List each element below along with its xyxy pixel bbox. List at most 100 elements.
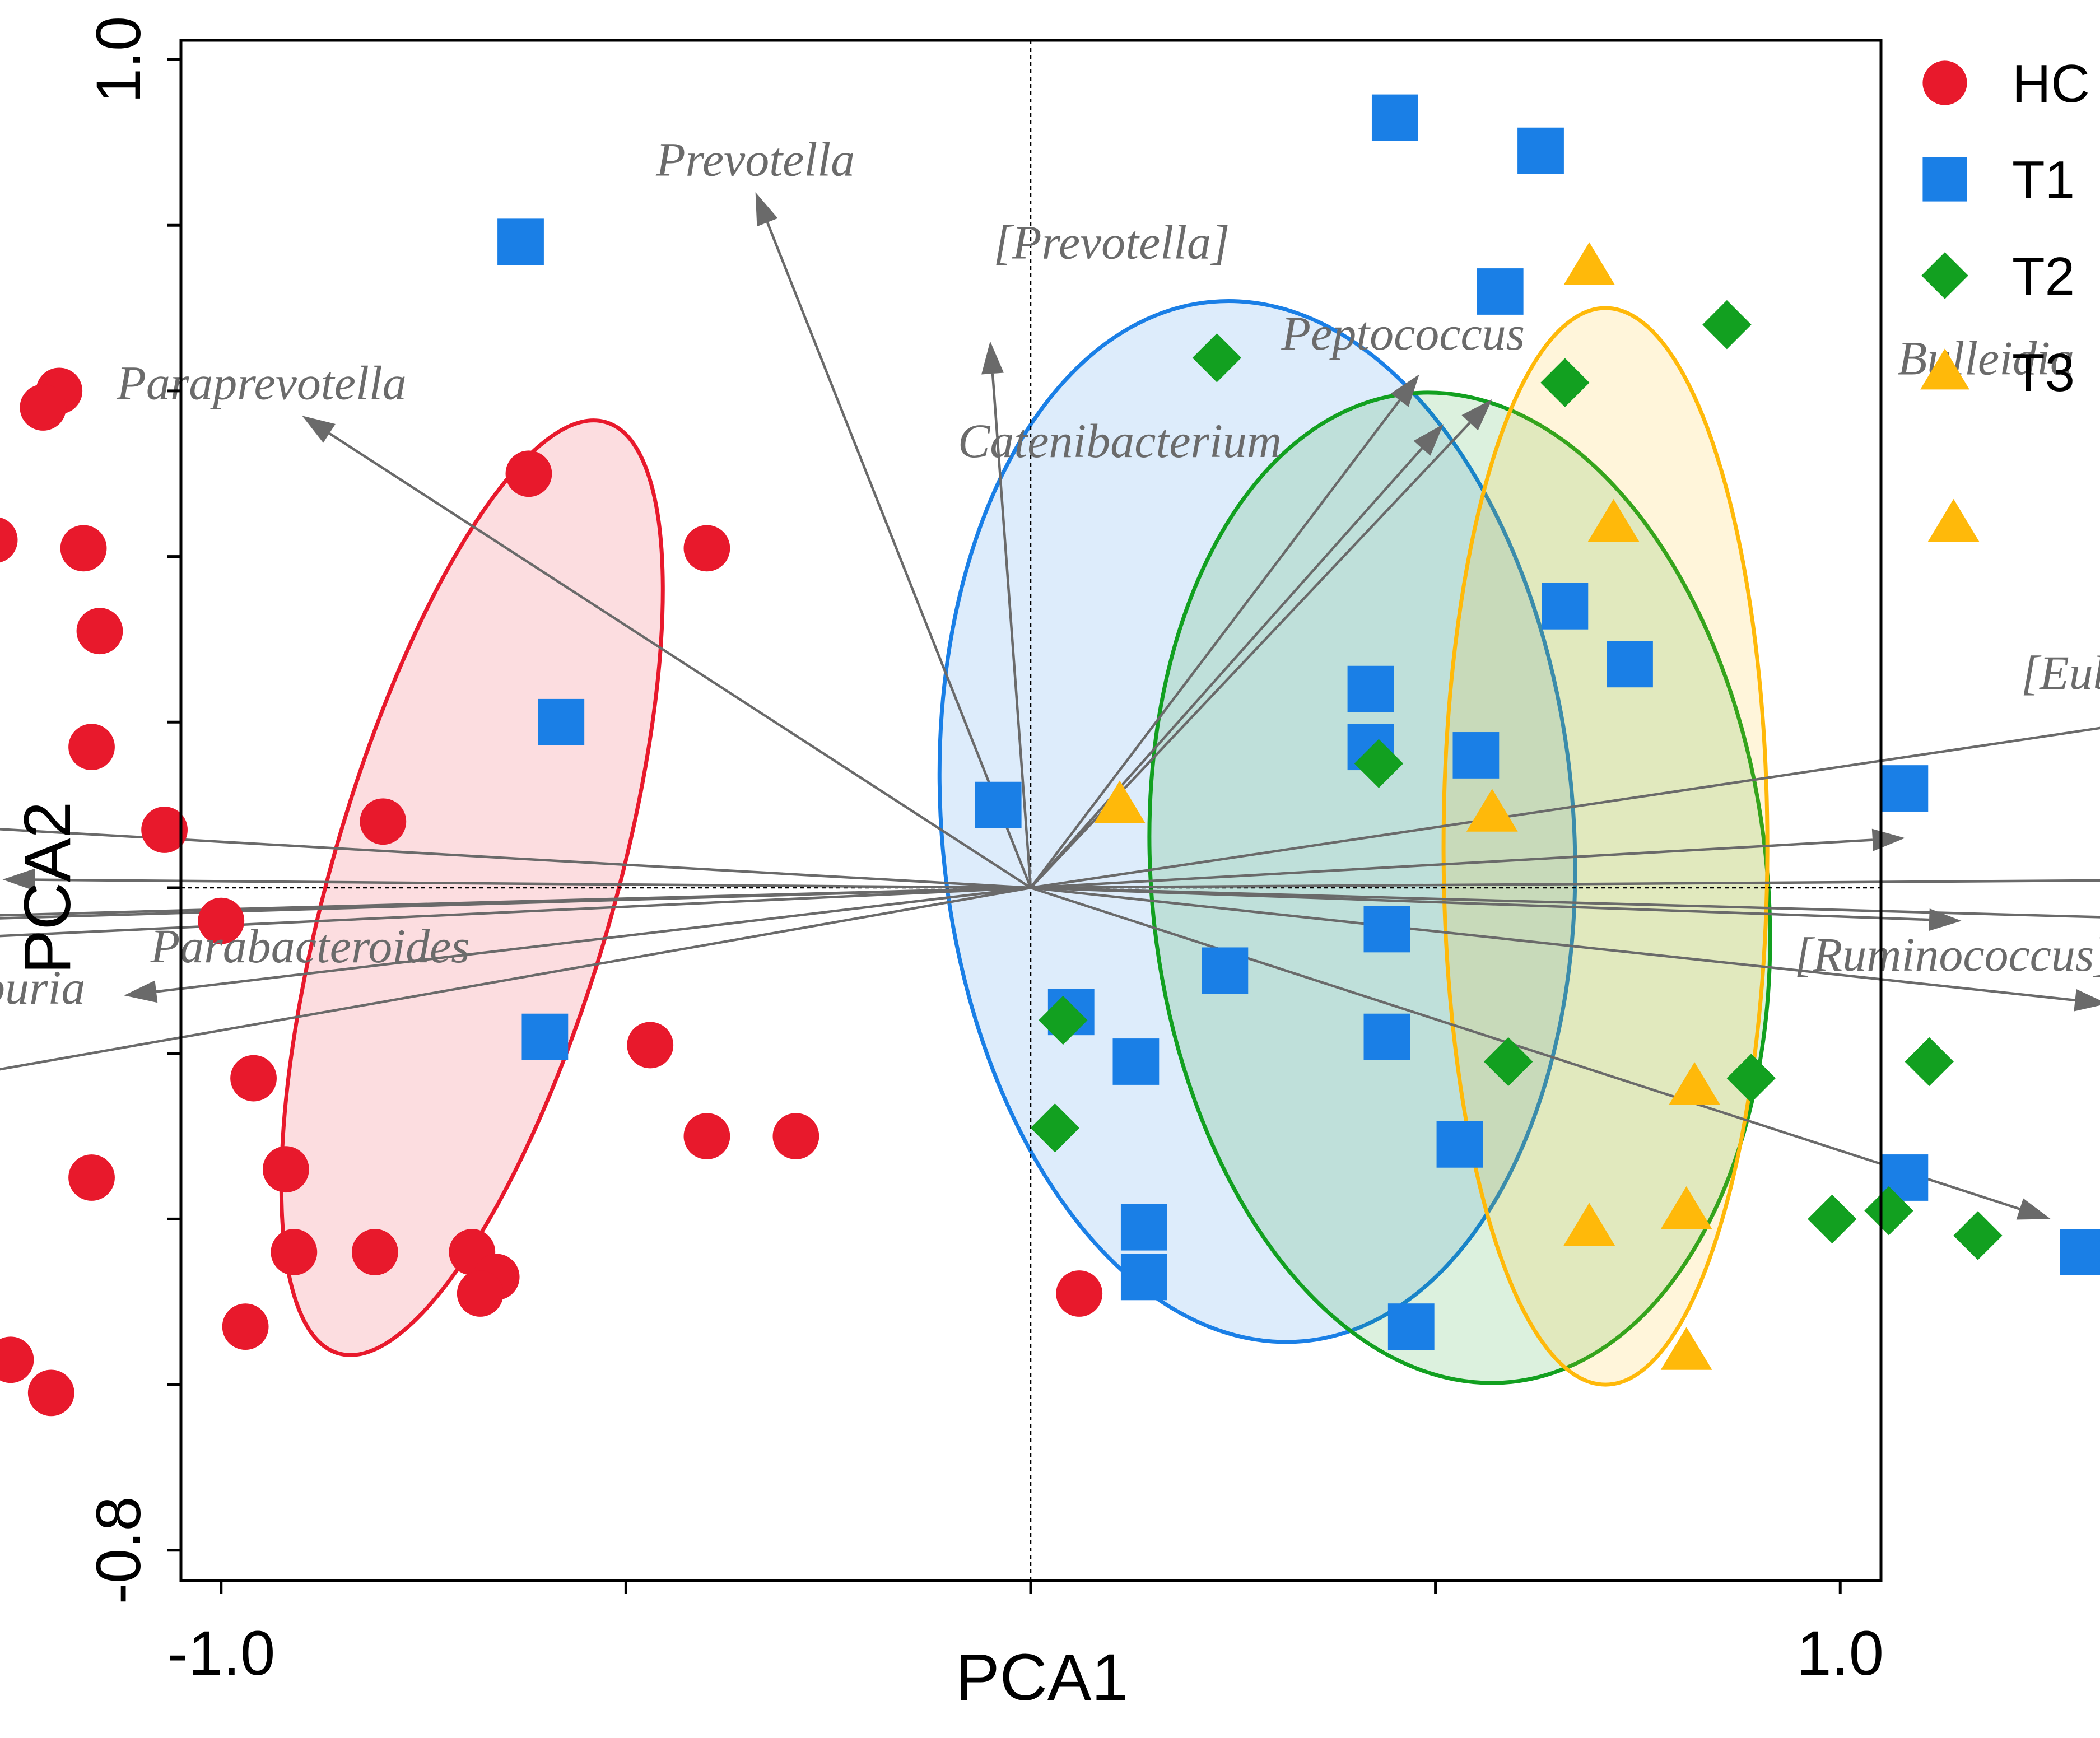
arrow-head-butyricimonas bbox=[2, 868, 35, 891]
y-axis-title: PCA2 bbox=[11, 802, 85, 974]
arrow-head-roseburia bbox=[124, 980, 158, 1003]
point-t2-6 bbox=[1483, 1037, 1533, 1087]
point-t2-12 bbox=[1953, 1211, 2003, 1260]
point-t1-7 bbox=[1347, 665, 1394, 712]
point-hc-14 bbox=[627, 1022, 674, 1069]
point-hc-13 bbox=[198, 897, 245, 944]
loading-arrow-bacteroides bbox=[0, 886, 1031, 1071]
ellipse-t3 bbox=[1441, 306, 1770, 1387]
point-t2-4 bbox=[1354, 739, 1404, 788]
loading-arrow-peptococcus bbox=[1030, 399, 1401, 889]
point-t1-24 bbox=[521, 1013, 569, 1060]
point-t1-14 bbox=[1202, 947, 1249, 994]
point-t1-22 bbox=[1387, 1303, 1435, 1350]
point-hc-3 bbox=[0, 517, 18, 563]
point-t3-9 bbox=[1660, 1327, 1712, 1370]
point-t2-3 bbox=[1702, 300, 1752, 350]
point-hc-2 bbox=[20, 384, 67, 431]
loading-arrow-blautia bbox=[1030, 886, 2020, 1210]
arrow-head-peptococcus bbox=[1390, 374, 1419, 407]
point-t2-5 bbox=[1039, 995, 1088, 1045]
point-t3-7 bbox=[1563, 1203, 1615, 1246]
point-hc-28 bbox=[1056, 1270, 1103, 1317]
point-t1-1 bbox=[1371, 94, 1418, 141]
point-t1-11 bbox=[975, 781, 1022, 828]
x-axis-title: PCA1 bbox=[956, 1641, 1128, 1714]
point-hc-5 bbox=[76, 608, 123, 655]
point-t1-17 bbox=[1363, 1013, 1410, 1060]
legend-marker-hc bbox=[1922, 60, 1967, 105]
loading-arrow-prevotella bbox=[766, 222, 1032, 888]
point-t1-9 bbox=[1452, 732, 1500, 779]
guide-layer bbox=[181, 40, 1881, 1581]
arrow-head-prevotella bbox=[981, 341, 1004, 375]
legend: HC T1 T2 T3 bbox=[1920, 54, 2090, 403]
genus-label-prevotella: Prevotella bbox=[655, 132, 855, 186]
legend-label-t1: T1 bbox=[2012, 150, 2075, 210]
arrow-head-blautia bbox=[2016, 1198, 2051, 1220]
genus-label-peptococcus: Peptococcus bbox=[1281, 306, 1525, 360]
point-hc-4 bbox=[60, 525, 107, 572]
point-t1-5 bbox=[1542, 583, 1589, 630]
point-t1-2 bbox=[1517, 127, 1564, 174]
point-hc-26 bbox=[0, 1336, 34, 1383]
point-hc-25 bbox=[222, 1303, 269, 1350]
arrow-layer bbox=[0, 192, 2100, 1220]
point-t1-6 bbox=[1607, 641, 1653, 688]
loading-arrow-roseburia bbox=[156, 886, 1031, 993]
point-layer bbox=[0, 94, 2100, 1417]
legend-marker-t2 bbox=[1921, 252, 1968, 299]
loading-arrow-sutterella bbox=[0, 828, 1031, 889]
point-t1-20 bbox=[1120, 1204, 1167, 1251]
point-t3-5 bbox=[1466, 789, 1518, 832]
point-t1-3 bbox=[497, 218, 544, 265]
loading-arrow-eubacterium bbox=[1030, 726, 2100, 889]
legend-label-t3: T3 bbox=[2012, 343, 2075, 403]
point-t1-13 bbox=[1363, 906, 1410, 953]
point-hc-8 bbox=[68, 724, 115, 771]
legend-label-t2: T2 bbox=[2012, 246, 2075, 306]
arrow-head-bulleidia bbox=[1461, 399, 1492, 431]
point-t1-10 bbox=[538, 698, 585, 745]
loading-arrow-catenibacterium bbox=[1030, 447, 1423, 889]
point-t2-10 bbox=[1808, 1194, 1857, 1244]
point-hc-16 bbox=[262, 1146, 309, 1193]
arrow-head-paraprevotella bbox=[302, 416, 336, 443]
point-hc-15 bbox=[230, 1055, 277, 1102]
genus-label-ruminococcus: [Ruminococcus] bbox=[1794, 928, 2100, 981]
x-tick-label-1: -1.0 bbox=[167, 1618, 275, 1688]
loading-arrow-streptococcus bbox=[1030, 886, 2075, 1002]
point-t3-1 bbox=[1563, 242, 1615, 285]
point-hc-9 bbox=[141, 807, 188, 853]
point-t3-6 bbox=[1669, 1062, 1720, 1105]
point-t2-9 bbox=[1030, 1103, 1080, 1153]
genus-label-eubacterium: [Eubacterium] bbox=[2021, 646, 2100, 700]
ellipse-layer bbox=[279, 299, 1772, 1387]
loading-arrow-butyricimonas bbox=[35, 878, 1031, 889]
y-tick-label-2: 1.0 bbox=[83, 16, 153, 104]
loading-arrow-dorea bbox=[1030, 886, 2100, 919]
ellipse-t1 bbox=[937, 299, 1577, 1344]
point-t2-1 bbox=[1192, 333, 1242, 383]
arrow-head-collinsella bbox=[1871, 828, 1905, 851]
genus-label-parabacteroides: Parabacteroides bbox=[150, 919, 470, 973]
loading-arrow-prevotella bbox=[991, 373, 1032, 888]
legend-label-hc: HC bbox=[2012, 54, 2090, 114]
point-t2-7 bbox=[1726, 1054, 1776, 1103]
point-hc-21 bbox=[351, 1229, 398, 1275]
point-t3-3 bbox=[1927, 498, 1980, 542]
point-t3-8 bbox=[1660, 1186, 1712, 1229]
genus-label-prevotella: [Prevotella] bbox=[994, 215, 1230, 269]
loading-arrow-actinomyces bbox=[1030, 879, 2100, 889]
point-t1-23 bbox=[2060, 1229, 2100, 1275]
point-hc-24 bbox=[457, 1270, 504, 1317]
loading-arrow-ruminococcus bbox=[1030, 886, 1930, 921]
arrow-head-ruminococcus bbox=[1929, 908, 1962, 931]
arrow-head-catenibacterium bbox=[1413, 424, 1444, 456]
point-hc-17 bbox=[683, 1113, 730, 1159]
point-hc-19 bbox=[68, 1154, 115, 1201]
arrow-head-streptococcus bbox=[2074, 989, 2100, 1012]
point-t1-16 bbox=[1112, 1038, 1160, 1085]
point-t2-2 bbox=[1540, 358, 1590, 407]
